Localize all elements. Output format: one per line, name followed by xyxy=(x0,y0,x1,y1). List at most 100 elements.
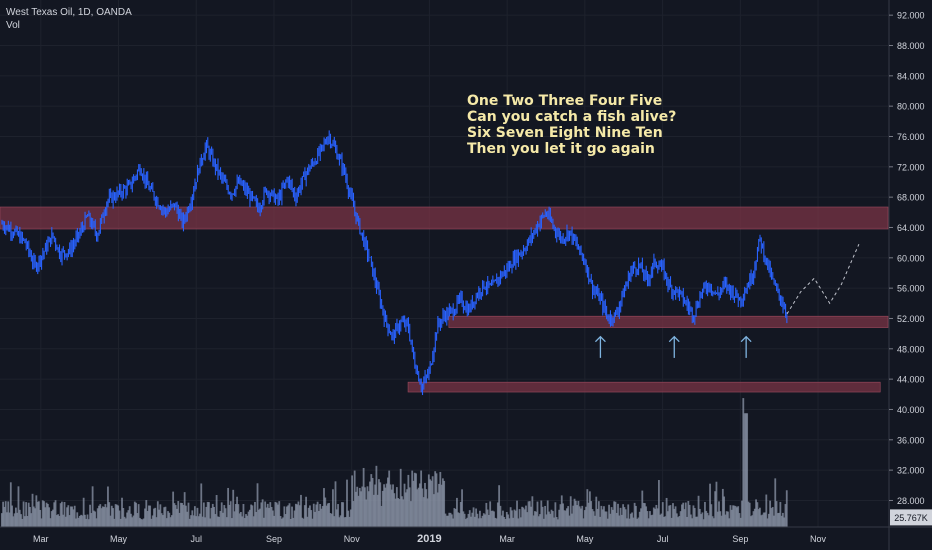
y-tick-label: 48.000 xyxy=(897,344,925,354)
volume-bar xyxy=(204,517,207,527)
volume-bar xyxy=(715,481,718,527)
volume-bar xyxy=(622,504,625,527)
volume-bar xyxy=(132,515,135,527)
volume-bar xyxy=(139,517,141,527)
chart-title: West Texas Oil, 1D, OANDA xyxy=(6,7,132,18)
volume-bar xyxy=(58,515,61,527)
y-tick-label: 32.000 xyxy=(897,466,925,476)
y-tick-label: 92.000 xyxy=(897,11,925,21)
volume-bar xyxy=(288,503,291,527)
volume-bar xyxy=(375,465,378,527)
volume-bar xyxy=(23,516,26,527)
volume-bar xyxy=(31,493,34,527)
volume-bar xyxy=(490,510,493,527)
volume-bar xyxy=(468,510,471,527)
volume-bar xyxy=(683,509,686,527)
volume-bar xyxy=(544,505,547,527)
y-tick-label: 64.000 xyxy=(897,223,925,233)
volume-bar xyxy=(168,512,171,527)
volume-bar xyxy=(689,514,692,527)
volume-bar xyxy=(320,508,323,527)
volume-bar xyxy=(436,492,439,527)
volume-bar xyxy=(225,517,228,527)
volume-bar xyxy=(78,515,81,527)
volume-bar xyxy=(771,507,774,527)
volume-bar xyxy=(384,487,387,527)
volume-bar xyxy=(309,505,311,527)
volume-bar xyxy=(213,506,215,527)
volume-bar xyxy=(443,480,446,527)
volume-bar xyxy=(202,502,205,527)
volume-bar xyxy=(172,491,175,527)
volume-bar xyxy=(688,504,691,527)
volume-bar xyxy=(348,516,351,527)
volume-bar xyxy=(165,518,168,527)
volume-bar xyxy=(430,480,433,527)
volume-bar xyxy=(600,505,603,527)
volume-bar xyxy=(337,504,339,527)
volume-bar xyxy=(438,483,440,527)
volume-bar xyxy=(169,517,172,527)
volume-bar xyxy=(324,497,327,527)
volume-bar xyxy=(476,513,479,527)
volume-bar xyxy=(328,502,331,527)
volume-bar xyxy=(618,515,621,527)
volume-bar xyxy=(509,507,512,527)
volume-bar xyxy=(504,518,507,527)
volume-bar xyxy=(347,510,350,527)
volume-bar xyxy=(399,468,402,527)
volume-bar xyxy=(151,515,154,527)
volume-bar xyxy=(227,487,230,527)
volume-bar xyxy=(162,515,164,527)
volume-bar xyxy=(265,507,268,527)
volume-bar xyxy=(759,507,761,527)
volume-bar xyxy=(582,518,585,527)
volume-bar xyxy=(72,509,75,527)
volume-bar xyxy=(104,504,107,527)
volume-bar xyxy=(550,509,553,527)
annotation-line: Then you let it go again xyxy=(467,141,655,157)
volume-bar xyxy=(124,518,127,527)
volume-bar xyxy=(719,511,722,527)
volume-bar xyxy=(433,494,435,527)
volume-bar xyxy=(747,501,750,527)
price-axis[interactable]: 92.000 88.000 84.000 80.000 76.000 72.000 68.0… xyxy=(889,11,925,506)
volume-bar xyxy=(9,482,12,527)
volume-bar xyxy=(185,505,187,527)
volume-bar xyxy=(279,516,282,527)
volume-bar xyxy=(783,517,786,527)
volume-bar xyxy=(343,517,346,527)
volume-bar xyxy=(734,506,737,527)
volume-bar xyxy=(496,502,499,527)
volume-label: Vol xyxy=(6,20,20,31)
volume-bar xyxy=(167,511,169,527)
volume-bar xyxy=(374,484,377,527)
volume-bar xyxy=(376,494,379,527)
volume-bar xyxy=(534,511,536,527)
time-axis[interactable]: Mar May Jul Sep Nov 2019 Mar May Jul Sep Nov xyxy=(33,533,826,545)
y-tick-label: 52.000 xyxy=(897,314,925,324)
volume-bar xyxy=(228,504,231,527)
volume-bar xyxy=(8,512,11,527)
volume-bar xyxy=(45,502,48,527)
volume-bar xyxy=(721,488,724,527)
volume-bar xyxy=(627,504,630,527)
volume-bar xyxy=(13,513,16,527)
volume-bar xyxy=(257,509,260,527)
volume-bar xyxy=(540,500,543,527)
volume-bar xyxy=(75,518,77,527)
projection-line xyxy=(786,244,860,315)
volume-bar xyxy=(663,516,665,527)
volume-bar xyxy=(774,478,777,527)
volume-bar xyxy=(475,508,478,527)
y-tick-label: 28.000 xyxy=(897,496,925,506)
volume-bar xyxy=(664,516,667,527)
volume-bar xyxy=(280,518,283,527)
volume-bar xyxy=(678,516,681,527)
volume-bar xyxy=(82,497,85,527)
volume-bar xyxy=(720,515,723,527)
volume-bar xyxy=(223,505,226,527)
volume-bar xyxy=(49,518,52,527)
volume-bar xyxy=(500,515,503,527)
